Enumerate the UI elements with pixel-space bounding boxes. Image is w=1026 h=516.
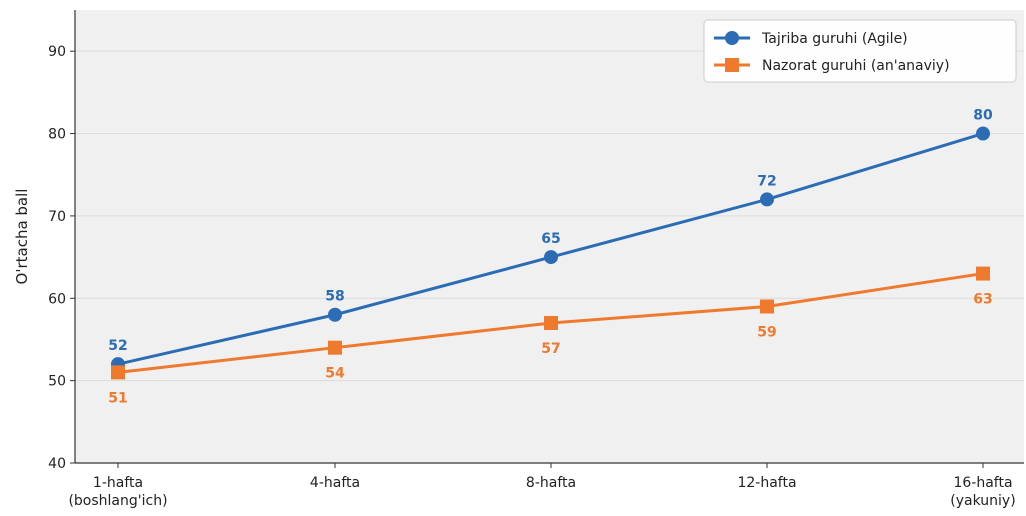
- x-tick-label: 4-hafta: [310, 475, 360, 491]
- y-tick-label: 70: [48, 209, 66, 225]
- data-point: [760, 192, 774, 207]
- data-point: [760, 299, 774, 314]
- data-point: [111, 365, 125, 380]
- data-point: [544, 250, 558, 265]
- y-tick-label: 60: [48, 291, 66, 307]
- series-layer: 52 58 65 72 80 51 54 57 59 63: [108, 108, 993, 407]
- data-label: 51: [108, 390, 127, 406]
- y-tick-label: 50: [48, 374, 66, 390]
- data-point: [976, 266, 990, 281]
- data-point: [544, 315, 558, 330]
- y-tick-label: 90: [48, 44, 66, 60]
- y-axis-label: O'rtacha ball: [13, 189, 31, 285]
- data-label: 57: [541, 341, 560, 357]
- data-label: 58: [325, 289, 344, 305]
- x-tick-label: 1-hafta: [93, 475, 143, 491]
- legend-box: [703, 19, 1017, 83]
- data-label: 54: [325, 366, 345, 382]
- legend-label: Tajriba guruhi (Agile): [761, 31, 908, 47]
- legend-label: Nazorat guruhi (an'anaviy): [762, 58, 950, 74]
- x-tick-label: (boshlang'ich): [68, 493, 167, 509]
- x-tick-label: 16-hafta: [953, 475, 1012, 491]
- x-axis-ticks: 1-hafta (boshlang'ich) 4-hafta 8-hafta 12-ha…: [68, 463, 1016, 509]
- data-point: [328, 340, 342, 355]
- y-tick-label: 80: [48, 127, 66, 143]
- legend: Tajriba guruhi (Agile) Nazorat guruhi (an…: [703, 19, 1017, 83]
- legend-marker: [725, 31, 739, 45]
- y-axis-ticks: 40 50 60 70 80 90: [48, 44, 75, 472]
- series-2: 51 54 57 59 63: [108, 266, 993, 406]
- x-tick-label: (yakuniy): [950, 493, 1015, 509]
- data-label: 72: [757, 173, 776, 189]
- data-label: 52: [108, 338, 127, 354]
- data-label: 59: [757, 325, 776, 341]
- data-point: [328, 307, 342, 322]
- legend-marker: [725, 58, 739, 72]
- data-point: [976, 126, 990, 141]
- axes: [74, 10, 1024, 464]
- y-tick-label: 40: [48, 456, 66, 472]
- x-tick-label: 8-hafta: [526, 475, 576, 491]
- x-tick-label: 12-hafta: [737, 475, 796, 491]
- data-label: 80: [973, 108, 993, 124]
- data-label: 65: [541, 231, 560, 247]
- plot-area: [75, 10, 1024, 463]
- data-label: 63: [973, 292, 992, 308]
